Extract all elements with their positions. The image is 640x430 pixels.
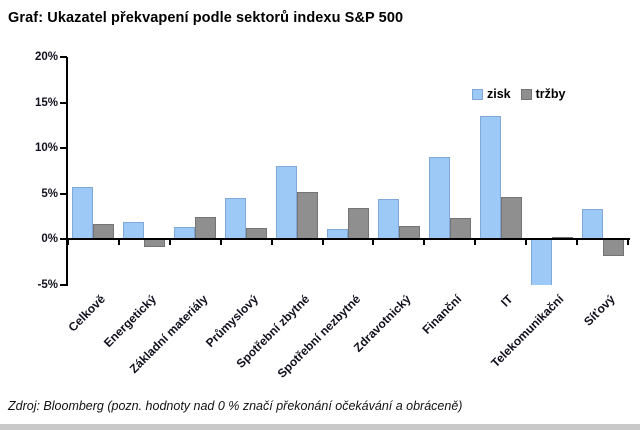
x-axis-tick — [270, 240, 273, 246]
bar-zisk-0 — [72, 187, 94, 240]
x-label-7: Finanční — [419, 292, 465, 337]
bar-tržby-4 — [297, 191, 319, 240]
bar-zisk-8 — [479, 116, 501, 240]
y-axis-line — [66, 57, 68, 286]
y-tick-label-10%: 10% — [34, 142, 58, 155]
legend-swatch-trzby — [520, 88, 532, 100]
bar-zisk-6 — [377, 199, 399, 240]
legend-swatch-zisk — [472, 88, 483, 100]
bar-zisk-10 — [581, 209, 603, 240]
x-axis-tick — [321, 240, 324, 246]
bar-tržby-0 — [93, 223, 115, 240]
bar-zisk-7 — [428, 157, 450, 240]
y-tick-label--5%: -5% — [37, 279, 58, 291]
bar-tržby-2 — [195, 216, 217, 240]
y-axis-tick — [60, 147, 67, 150]
x-label-0: Celkově — [65, 292, 109, 335]
x-axis-tick — [219, 240, 222, 246]
y-axis-tick — [60, 56, 67, 58]
x-axis-zero-line — [66, 238, 630, 241]
bar-tržby-6 — [398, 225, 420, 240]
plot-area — [68, 57, 628, 285]
y-tick-label-15%: 15% — [34, 96, 58, 109]
x-label-10: Síťový — [580, 292, 618, 329]
bar-tržby-7 — [449, 218, 471, 240]
y-tick-label-5%: 5% — [41, 187, 58, 200]
y-axis-tick — [60, 284, 67, 286]
legend: zisk tržby — [472, 87, 566, 101]
x-axis-tick — [117, 240, 120, 246]
bottom-window-edge — [0, 424, 640, 430]
x-axis-tick — [423, 240, 426, 246]
x-axis-tick — [525, 240, 528, 246]
x-label-9: Telekomunikační — [488, 292, 567, 371]
x-axis-tick — [372, 240, 375, 246]
legend-label-trzby: tržby — [535, 87, 566, 101]
bar-zisk-9 — [530, 239, 552, 285]
bar-zisk-3 — [225, 198, 247, 240]
y-axis-tick — [60, 101, 67, 104]
source-note: Zdroj: Bloomberg (pozn. hodnoty nad 0 % … — [8, 399, 463, 413]
bar-tržby-10 — [602, 239, 624, 256]
y-tick-label-20%: 20% — [34, 51, 58, 63]
x-axis-tick — [168, 240, 171, 246]
bar-tržby-1 — [144, 239, 166, 247]
bar-tržby-8 — [500, 197, 522, 240]
bar-tržby-5 — [348, 208, 369, 240]
x-axis-tick — [576, 240, 579, 246]
legend-label-zisk: zisk — [487, 87, 511, 101]
x-axis-tick — [474, 240, 477, 246]
y-axis-tick — [60, 192, 67, 195]
chart-title: Graf: Ukazatel překvapení podle sektorů … — [8, 10, 404, 26]
bar-zisk-1 — [123, 222, 145, 240]
y-axis-tick — [60, 238, 67, 241]
x-axis-tick — [627, 240, 629, 246]
x-axis-tick — [67, 240, 69, 246]
y-tick-label-0%: 0% — [41, 233, 58, 246]
bar-zisk-4 — [276, 165, 298, 240]
x-label-8: IT — [498, 292, 516, 310]
